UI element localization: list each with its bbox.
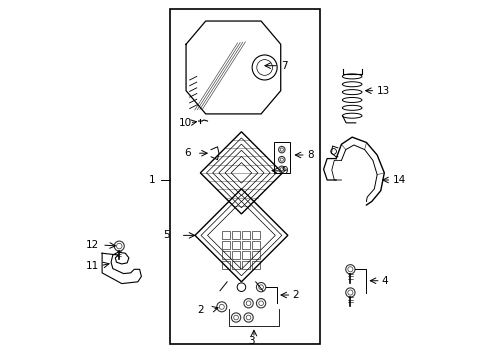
Text: 10: 10 — [179, 118, 192, 128]
Bar — [242, 231, 249, 239]
Text: 4: 4 — [382, 276, 389, 286]
Text: 11: 11 — [86, 261, 99, 271]
Bar — [252, 261, 260, 269]
Bar — [222, 242, 230, 249]
Text: 13: 13 — [376, 86, 390, 96]
Text: 8: 8 — [307, 150, 314, 160]
Bar — [252, 251, 260, 259]
Bar — [170, 9, 320, 344]
Bar — [242, 251, 249, 259]
Text: 2: 2 — [293, 290, 299, 300]
Text: 5: 5 — [163, 230, 170, 240]
Bar — [232, 231, 240, 239]
Bar — [232, 261, 240, 269]
Text: 2: 2 — [197, 305, 203, 315]
Text: 14: 14 — [392, 175, 406, 185]
Text: 9: 9 — [282, 166, 289, 176]
Bar — [242, 261, 249, 269]
Bar — [252, 242, 260, 249]
Bar — [222, 251, 230, 259]
Bar — [222, 231, 230, 239]
Bar — [232, 251, 240, 259]
Text: 12: 12 — [86, 240, 99, 250]
Text: 6: 6 — [184, 148, 191, 158]
Bar — [232, 242, 240, 249]
Text: 1: 1 — [148, 175, 155, 185]
Bar — [222, 261, 230, 269]
Text: 7: 7 — [281, 61, 287, 71]
Bar — [242, 242, 249, 249]
Text: 3: 3 — [248, 337, 254, 346]
Bar — [252, 231, 260, 239]
Bar — [273, 143, 290, 173]
